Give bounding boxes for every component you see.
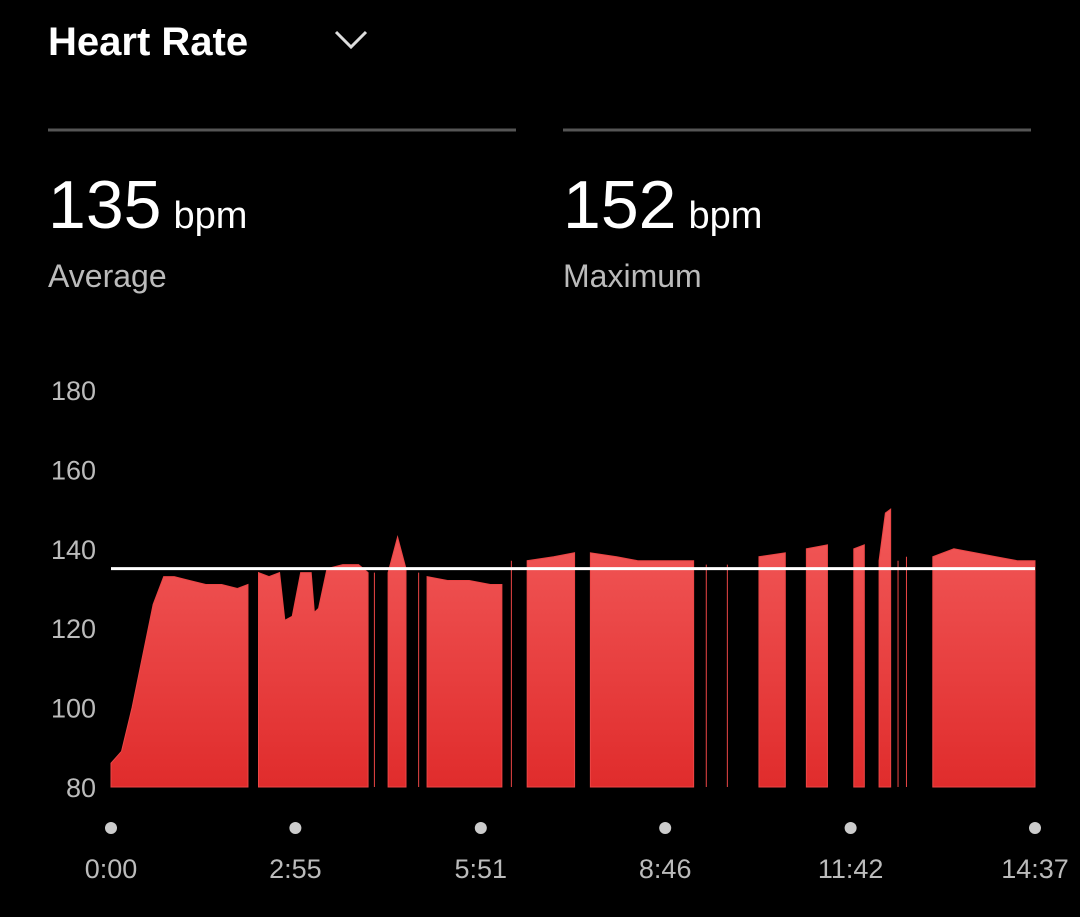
y-tick-label: 160	[51, 455, 96, 485]
x-tick-dot	[1029, 822, 1041, 834]
x-tick-label: 2:55	[269, 854, 322, 884]
x-tick-dot	[659, 822, 672, 834]
stat-value: 152	[563, 167, 676, 243]
stat-label: Average	[48, 258, 167, 294]
stat-unit: bpm	[173, 195, 247, 237]
x-tick-label: 14:37	[1001, 854, 1069, 884]
y-tick-label: 100	[51, 694, 96, 724]
x-tick-label: 8:46	[639, 854, 692, 884]
y-tick-label: 180	[51, 376, 96, 406]
heart-rate-area	[110, 508, 1036, 788]
x-tick-label: 11:42	[818, 854, 884, 884]
stat-maximum: 152 bpm	[563, 167, 762, 243]
x-tick-dot	[105, 822, 117, 834]
stat-label: Maximum	[563, 258, 702, 294]
y-tick-label: 140	[51, 535, 96, 565]
stat-unit: bpm	[688, 195, 762, 237]
x-tick-label: 5:51	[455, 854, 508, 884]
y-tick-label: 120	[51, 614, 96, 644]
y-tick-label: 80	[66, 773, 96, 803]
title: Heart Rate	[48, 20, 248, 64]
stat-average: 135 bpm	[48, 167, 247, 243]
x-tick-dot	[844, 822, 857, 834]
x-tick-dot	[289, 822, 302, 834]
dropdown-chevron[interactable]	[334, 30, 368, 50]
x-tick-label: 0:00	[85, 854, 138, 884]
stat-value: 135	[48, 167, 161, 243]
x-tick-dot	[474, 822, 487, 834]
